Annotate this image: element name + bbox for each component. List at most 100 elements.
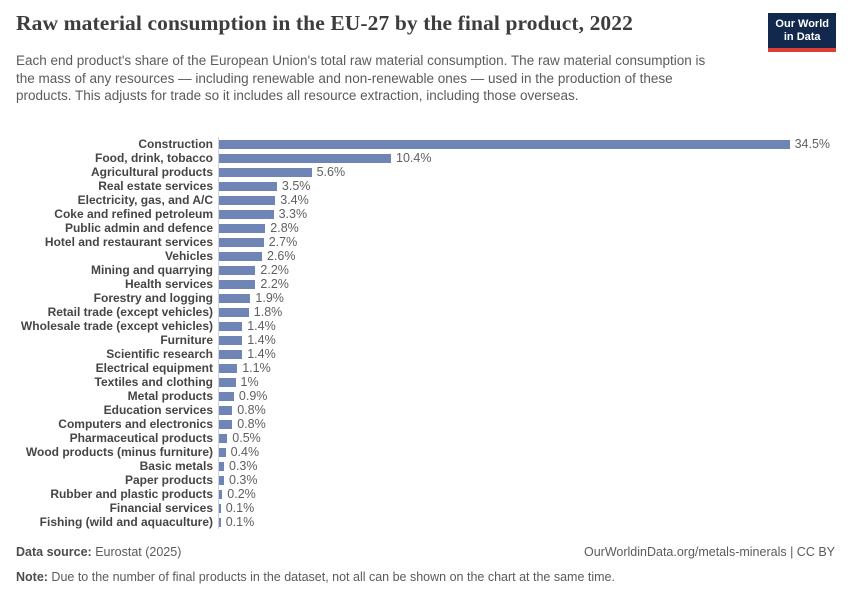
value-label: 2.2% bbox=[260, 277, 289, 291]
bar-track: 0.1% bbox=[218, 515, 835, 529]
bar[interactable] bbox=[219, 237, 264, 247]
value-label: 1.4% bbox=[247, 347, 276, 361]
bar[interactable] bbox=[219, 363, 238, 373]
category-label: Pharmaceutical products bbox=[69, 431, 213, 445]
category-label: Basic metals bbox=[139, 459, 213, 473]
category-label: Education services bbox=[103, 403, 213, 417]
category-label: Agricultural products bbox=[90, 165, 213, 179]
bar-track: 5.6% bbox=[218, 165, 835, 179]
bar-chart: Construction 34.5% Food, drink, tobacco 10.… bbox=[16, 137, 835, 529]
value-label: 1.9% bbox=[255, 291, 284, 305]
bar[interactable] bbox=[219, 153, 391, 163]
owid-logo[interactable]: Our World in Data bbox=[768, 13, 836, 52]
category-label: Health services bbox=[124, 277, 213, 291]
data-source-label: Data source: bbox=[16, 545, 92, 559]
value-label: 0.3% bbox=[229, 473, 258, 487]
chart-row: Education services 0.8% bbox=[16, 403, 835, 417]
footer-note: Note: Due to the number of final product… bbox=[16, 569, 835, 585]
bar[interactable] bbox=[219, 209, 274, 219]
chart-row: Vehicles 2.6% bbox=[16, 249, 835, 263]
category-label: Fishing (wild and aquaculture) bbox=[39, 515, 213, 529]
bar[interactable] bbox=[219, 251, 262, 261]
bar-track: 1.4% bbox=[218, 333, 835, 347]
bar-track: 3.5% bbox=[218, 179, 835, 193]
bar-track: 2.8% bbox=[218, 221, 835, 235]
note-value: Due to the number of final products in t… bbox=[47, 570, 615, 584]
bar-track: 1.4% bbox=[218, 347, 835, 361]
bar[interactable] bbox=[219, 489, 223, 499]
bar[interactable] bbox=[219, 517, 221, 527]
category-label: Wood products (minus furniture) bbox=[25, 445, 213, 459]
note-label: Note: bbox=[16, 570, 48, 584]
bar-track: 3.3% bbox=[218, 207, 835, 221]
citation-link[interactable]: OurWorldinData.org/metals-minerals | CC … bbox=[583, 545, 835, 559]
bar-track: 1.1% bbox=[218, 361, 835, 375]
bar-track: 0.5% bbox=[218, 431, 835, 445]
value-label: 3.4% bbox=[280, 193, 309, 207]
value-label: 3.5% bbox=[281, 179, 311, 193]
value-label: 2.6% bbox=[267, 249, 296, 263]
bar[interactable] bbox=[219, 391, 234, 401]
bar[interactable] bbox=[219, 503, 221, 513]
bar[interactable] bbox=[219, 293, 251, 303]
chart-row: Agricultural products 5.6% bbox=[16, 165, 835, 179]
chart-row: Basic metals 0.3% bbox=[16, 459, 835, 473]
bar-track: 2.2% bbox=[218, 263, 835, 277]
data-source-value: Eurostat (2025) bbox=[91, 545, 182, 559]
bar[interactable] bbox=[219, 349, 243, 359]
category-label: Furniture bbox=[160, 333, 213, 347]
bar[interactable] bbox=[219, 307, 249, 317]
owid-logo-line2: in Data bbox=[783, 31, 821, 43]
bar[interactable] bbox=[219, 181, 277, 191]
bar[interactable] bbox=[219, 433, 228, 443]
value-label: 10.4% bbox=[396, 151, 432, 165]
data-source: Data source: Eurostat (2025) bbox=[16, 544, 181, 560]
category-label: Rubber and plastic products bbox=[50, 487, 213, 501]
chart-row: Forestry and logging 1.9% bbox=[16, 291, 835, 305]
bar-track: 2.7% bbox=[218, 235, 835, 249]
bar-track: 3.4% bbox=[218, 193, 835, 207]
chart-row: Mining and quarrying 2.2% bbox=[16, 263, 835, 277]
category-label: Paper products bbox=[124, 473, 213, 487]
value-label: 1.4% bbox=[247, 319, 276, 333]
category-label: Financial services bbox=[109, 501, 213, 515]
value-label: 3.3% bbox=[278, 207, 308, 221]
page-title: Raw material consumption in the EU-27 by… bbox=[16, 11, 633, 35]
bar-track: 10.4% bbox=[218, 151, 835, 165]
value-label: 0.5% bbox=[232, 431, 261, 445]
chart-row: Health services 2.2% bbox=[16, 277, 835, 291]
category-label: Scientific research bbox=[106, 347, 213, 361]
value-label: 1% bbox=[240, 375, 259, 389]
value-label: 1.8% bbox=[253, 305, 283, 319]
bar[interactable] bbox=[219, 279, 256, 289]
bar[interactable] bbox=[219, 405, 233, 415]
bar-track: 0.3% bbox=[218, 459, 835, 473]
chart-row: Electrical equipment 1.1% bbox=[16, 361, 835, 375]
bar[interactable] bbox=[219, 335, 243, 345]
bar-track: 2.2% bbox=[218, 277, 835, 291]
bar[interactable] bbox=[219, 167, 312, 177]
category-label: Forestry and logging bbox=[93, 291, 213, 305]
value-label: 0.8% bbox=[237, 417, 266, 431]
bar-track: 0.1% bbox=[218, 501, 835, 515]
bar[interactable] bbox=[219, 139, 790, 149]
category-label: Coke and refined petroleum bbox=[54, 207, 213, 221]
bar[interactable] bbox=[219, 223, 266, 233]
bar[interactable] bbox=[219, 447, 226, 457]
bar[interactable] bbox=[219, 461, 224, 471]
bar-track: 2.6% bbox=[218, 249, 835, 263]
bar[interactable] bbox=[219, 265, 256, 275]
bar[interactable] bbox=[219, 419, 233, 429]
bar[interactable] bbox=[219, 475, 224, 485]
category-label: Public admin and defence bbox=[64, 221, 213, 235]
bar[interactable] bbox=[219, 377, 236, 387]
footer-source-row: Data source: Eurostat (2025) OurWorldinD… bbox=[16, 544, 835, 560]
bar-track: 1.8% bbox=[218, 305, 835, 319]
bar[interactable] bbox=[219, 321, 243, 331]
chart-row: Public admin and defence 2.8% bbox=[16, 221, 835, 235]
bar-track: 0.8% bbox=[218, 403, 835, 417]
category-label: Electrical equipment bbox=[95, 361, 213, 375]
value-label: 2.7% bbox=[268, 235, 298, 249]
bar[interactable] bbox=[219, 195, 276, 205]
